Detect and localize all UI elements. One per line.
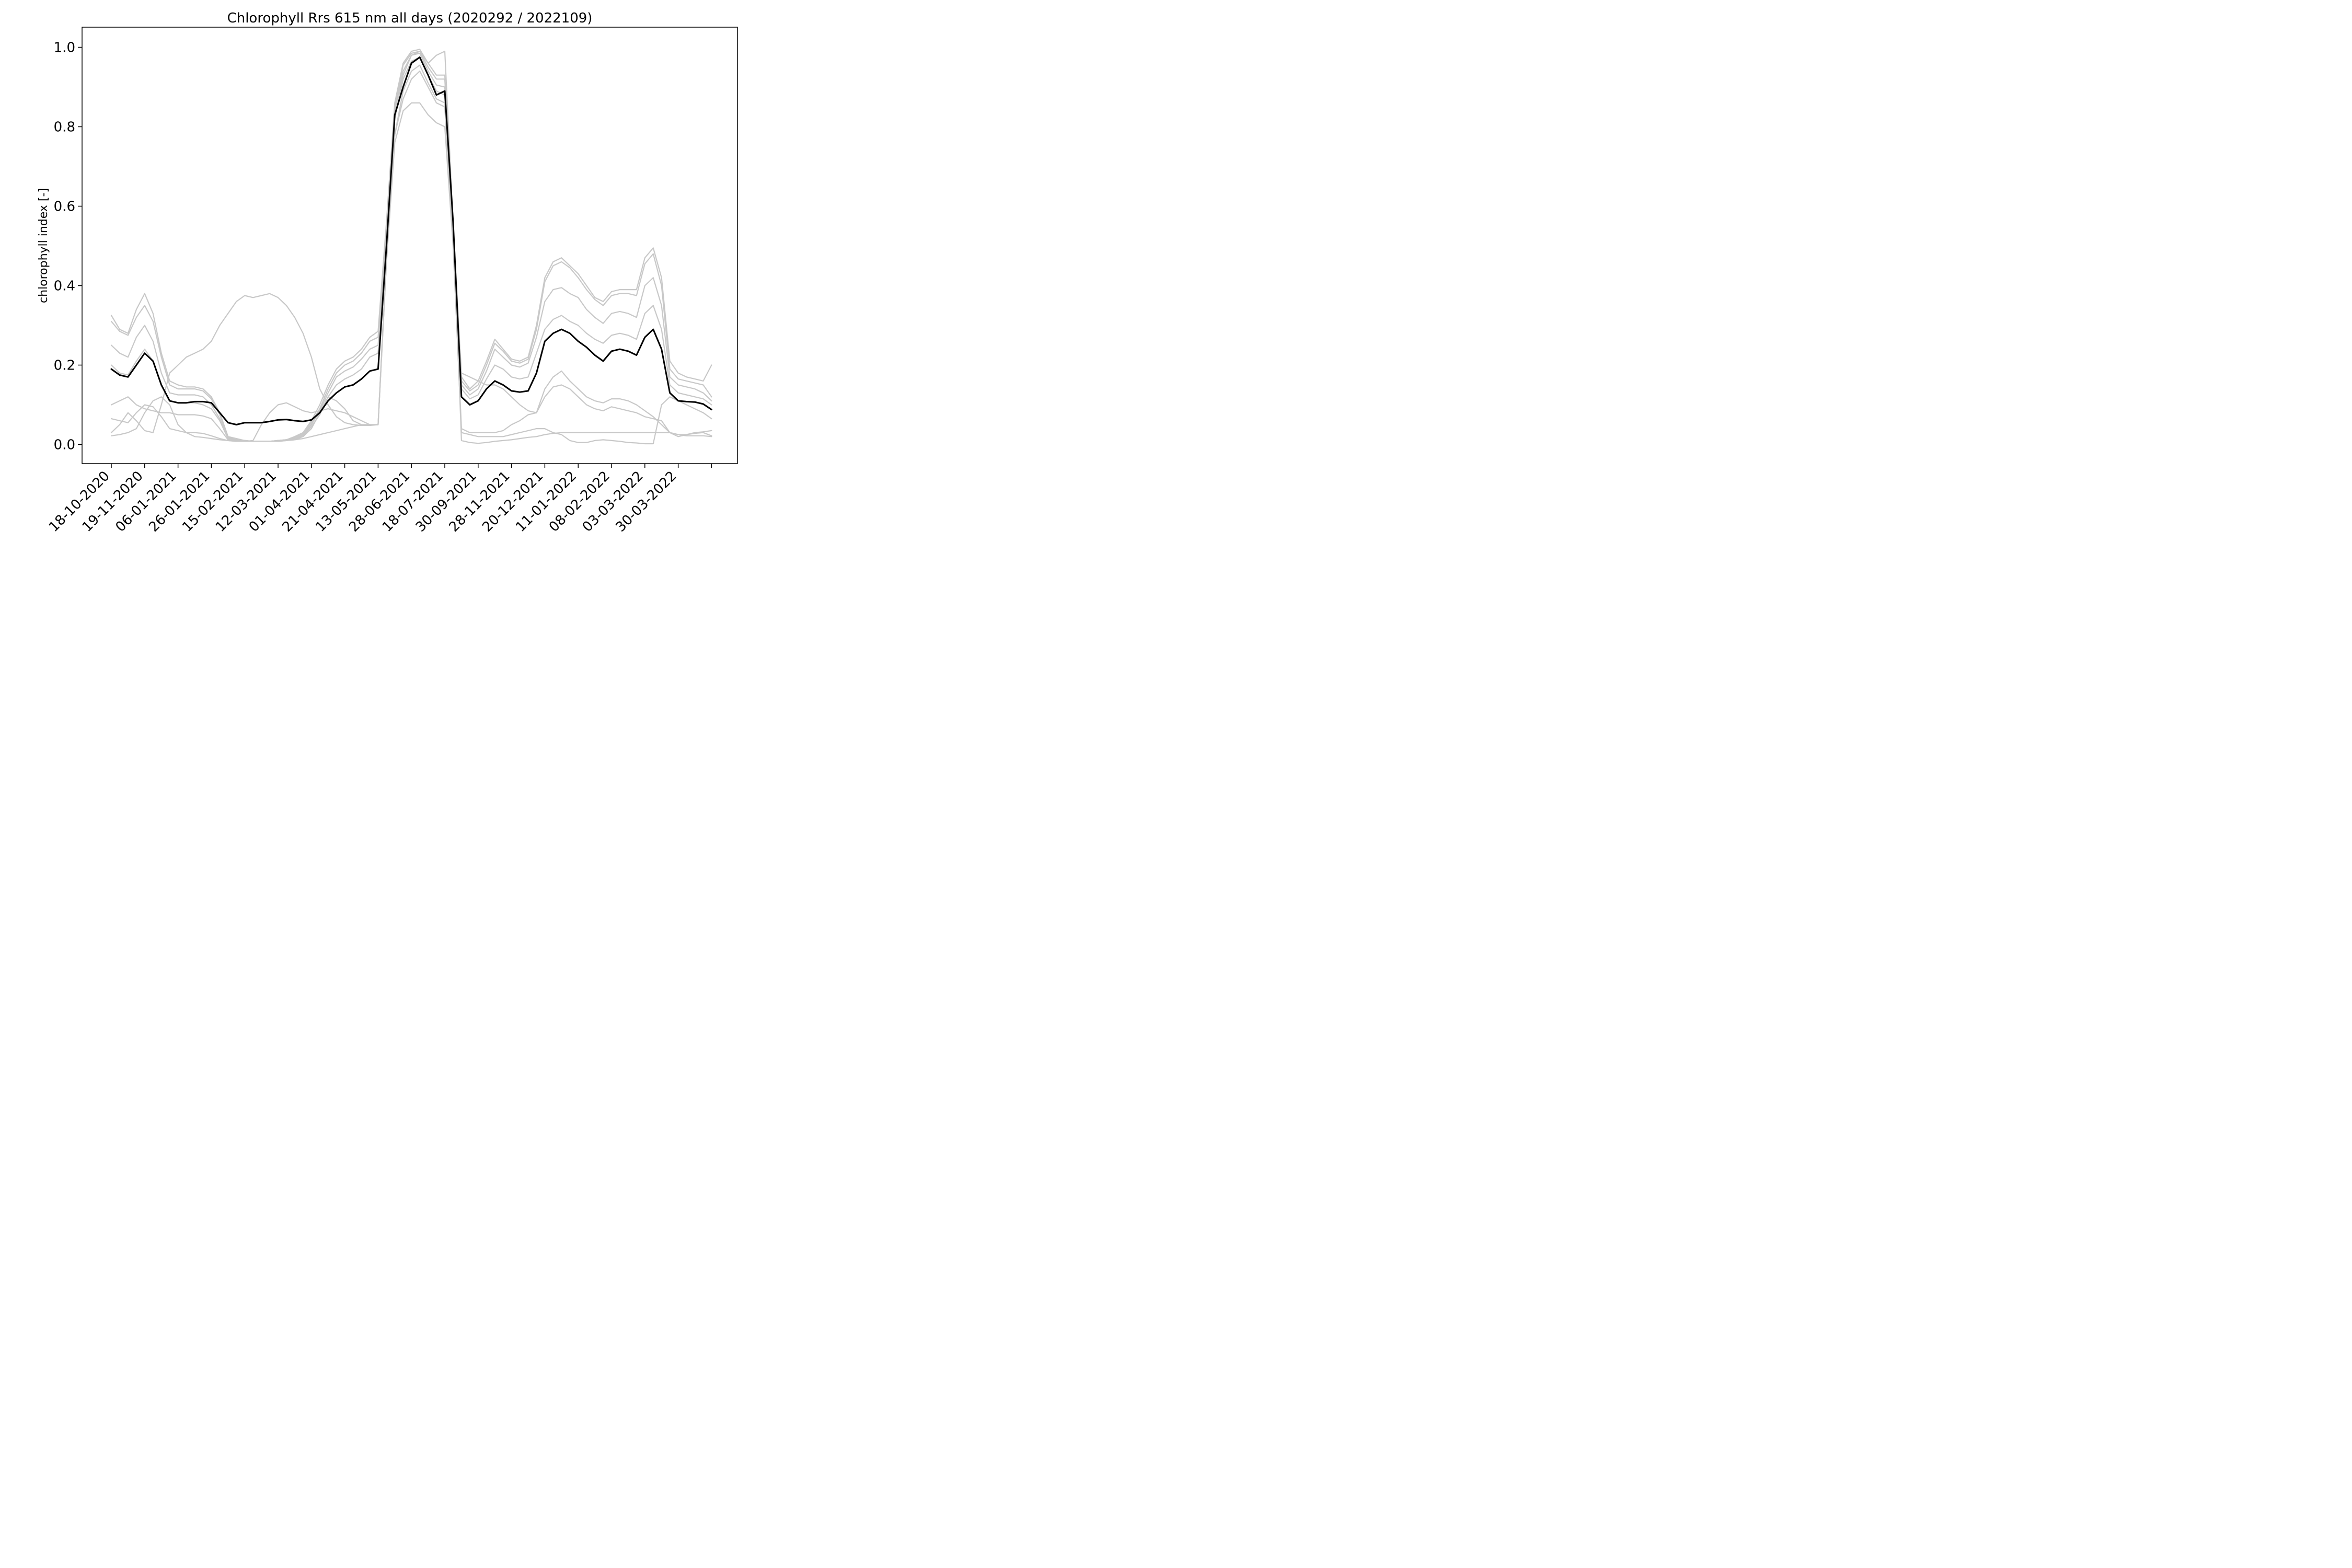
mean-line <box>110 56 712 425</box>
series-line-7 <box>110 64 712 445</box>
axes-layer: 0.00.20.40.60.81.018-10-202019-11-202006… <box>46 40 712 535</box>
y-axis-label: chlorophyll index [-] <box>37 188 50 303</box>
series-line-6 <box>110 102 712 442</box>
mean-layer <box>110 56 712 425</box>
series-line-1 <box>110 49 712 442</box>
series-line-4 <box>110 56 712 442</box>
y-tick-label: 1.0 <box>54 40 75 56</box>
y-tick-label: 0.8 <box>54 120 75 135</box>
chart-root: Chlorophyll Rrs 615 nm all days (2020292… <box>0 0 808 546</box>
series-line-8 <box>110 50 712 444</box>
chart-title: Chlorophyll Rrs 615 nm all days (2020292… <box>227 10 593 26</box>
figure-background <box>0 0 808 546</box>
chart-svg: Chlorophyll Rrs 615 nm all days (2020292… <box>0 0 808 546</box>
y-tick-label: 0.4 <box>54 279 75 294</box>
plot-frame <box>82 27 738 464</box>
series-line-2 <box>110 50 712 442</box>
y-tick-label: 0.0 <box>54 437 75 453</box>
y-tick-label: 0.2 <box>54 358 75 374</box>
y-tick-label: 0.6 <box>54 199 75 215</box>
series-layer <box>110 49 712 445</box>
series-line-5 <box>110 71 712 442</box>
